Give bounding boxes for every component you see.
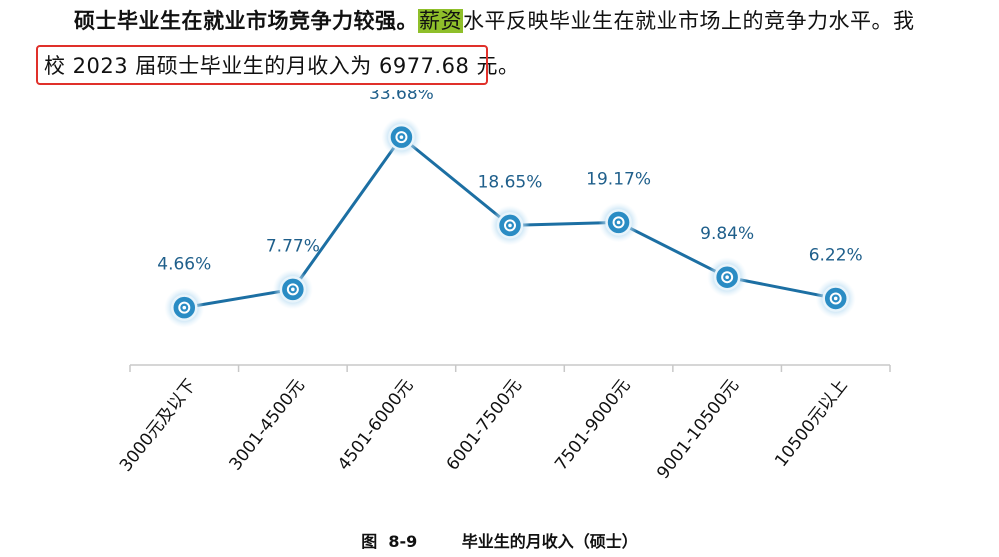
category-label: 3000元及以下 bbox=[116, 376, 200, 476]
category-label: 3001-4500元 bbox=[226, 376, 309, 475]
paragraph-line-1: 硕士毕业生在就业市场竞争力较强。薪资水平反映毕业生在就业市场上的竞争力水平。我 bbox=[74, 6, 915, 36]
category-label: 7501-9000元 bbox=[551, 376, 634, 475]
data-point bbox=[707, 257, 748, 298]
value-label: 6.22% bbox=[809, 245, 863, 265]
value-label: 19.17% bbox=[586, 169, 651, 189]
paragraph-bold-lead: 硕士毕业生在就业市场竞争力较强。 bbox=[74, 9, 418, 33]
value-label: 9.84% bbox=[700, 224, 754, 244]
paragraph-rest: 水平反映毕业生在就业市场上的竞争力水平。我 bbox=[463, 9, 915, 33]
category-label: 4501-6000元 bbox=[334, 376, 417, 475]
data-point bbox=[598, 202, 639, 243]
paragraph-line-2: 校 2023 届硕士毕业生的月收入为 6977.68 元。 bbox=[44, 54, 520, 78]
data-point bbox=[381, 117, 422, 158]
data-point bbox=[164, 287, 205, 328]
value-label: 4.66% bbox=[157, 255, 211, 275]
highlight-box bbox=[36, 45, 488, 85]
category-label: 6001-7500元 bbox=[443, 376, 526, 475]
category-label: 9001-10500元 bbox=[653, 376, 743, 483]
line-chart: 4.66% 7.77% 33.68% 18.65% 19.17% 9.84% 6.22% 3… bbox=[116, 90, 891, 483]
category-label: 10500元以上 bbox=[771, 376, 851, 471]
value-label: 33.68% bbox=[369, 90, 434, 104]
data-point bbox=[815, 278, 856, 319]
figure-caption: 图 8-9 毕业生的月收入（硕士） bbox=[361, 532, 638, 551]
value-label: 7.77% bbox=[266, 236, 320, 256]
paragraph-highlight-word: 薪资 bbox=[418, 9, 463, 33]
value-label: 18.65% bbox=[478, 172, 543, 192]
data-point bbox=[272, 269, 313, 310]
data-point bbox=[490, 205, 530, 246]
